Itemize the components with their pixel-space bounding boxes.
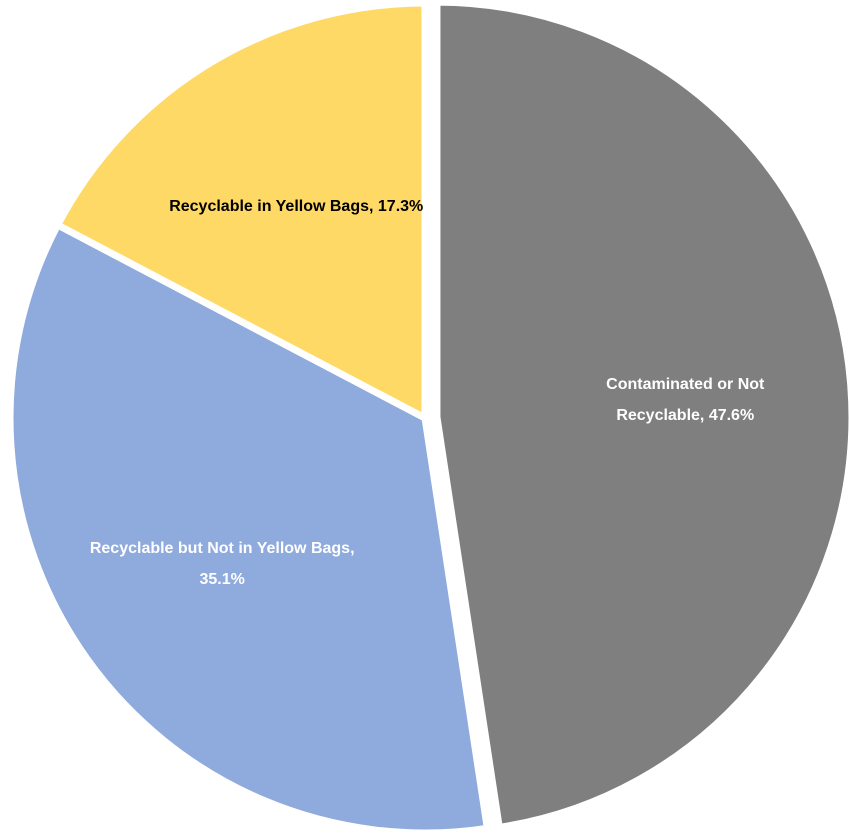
slice-label-line: Recyclable in Yellow Bags, 17.3%	[169, 198, 423, 215]
slice-label-line: Contaminated or Not	[606, 376, 765, 393]
slice-label-line: Recyclable, 47.6%	[616, 407, 754, 424]
slice-label-line: 35.1%	[199, 571, 244, 588]
slice-contaminated-or-not-recyclable	[433, 0, 849, 832]
slice-label-recyclable-but-not-in-yellow-bags: Recyclable but Not in Yellow Bags, 35.1%	[90, 540, 355, 588]
pie-labels: Contaminated or Not Recyclable, 47.6% Recy…	[90, 198, 765, 588]
slice-label-contaminated-or-not-recyclable: Contaminated or Not Recyclable, 47.6%	[606, 376, 765, 424]
slice-recyclable-in-yellow-bags	[52, 0, 429, 424]
pie-slices	[6, 0, 849, 836]
slice-label-recyclable-in-yellow-bags: Recyclable in Yellow Bags, 17.3%	[169, 198, 423, 215]
slice-recyclable-but-not-in-yellow-bags	[6, 220, 492, 836]
slice-label-line: Recyclable but Not in Yellow Bags,	[90, 540, 355, 557]
